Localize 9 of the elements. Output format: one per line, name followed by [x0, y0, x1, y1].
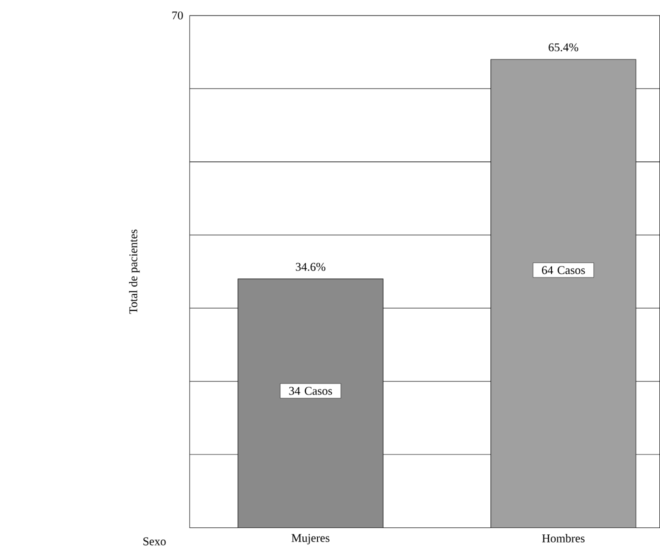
- annotation: 65.4%: [548, 43, 578, 52]
- annotation: 34.6%: [296, 262, 326, 271]
- x-tick-label: Mujeres: [292, 534, 330, 544]
- x-axis-title: Sexo: [143, 537, 166, 546]
- x-tick-label: Hombres: [542, 534, 585, 542]
- y-tick-label: 70: [172, 11, 183, 20]
- data-label: 64 Casos: [542, 266, 585, 274]
- data-label: 34 Casos: [289, 386, 332, 395]
- y-axis-title: Total de pacientes: [128, 230, 140, 314]
